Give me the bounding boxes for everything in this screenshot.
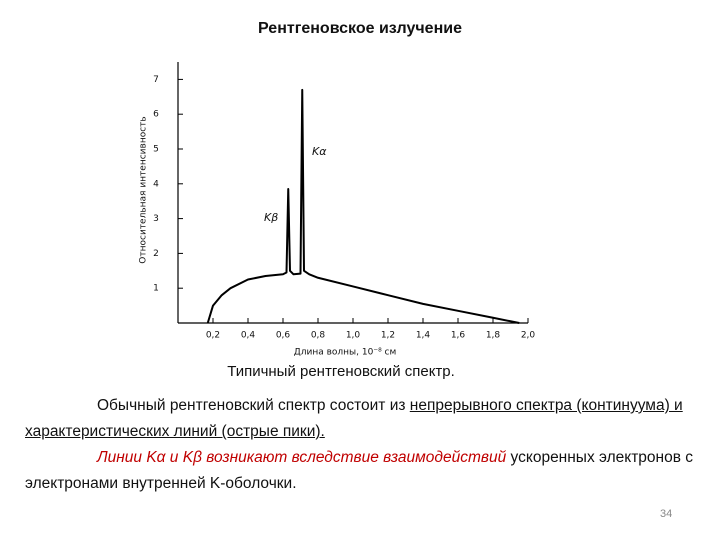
x-tick-label: 0,2 [206, 331, 220, 341]
paragraph: Обычный рентгеновский спектр состоит из … [25, 393, 705, 445]
y-tick-label: 3 [153, 214, 159, 224]
x-tick-label: 1,4 [416, 331, 431, 341]
annotation: Kα [312, 145, 327, 158]
page-number: 34 [660, 508, 673, 520]
y-tick-label: 5 [153, 145, 159, 155]
spectrum-line [206, 88, 520, 324]
y-tick-label: 2 [153, 249, 159, 259]
chart-caption: Типичный рентгеновский спектр. [227, 363, 455, 380]
x-tick-label: 0,6 [276, 331, 291, 341]
x-tick-label: 0,8 [311, 331, 326, 341]
y-tick-label: 4 [153, 179, 159, 189]
x-tick-label: 0,4 [241, 331, 256, 341]
slide-title: Рентгеновское излучение [258, 20, 462, 37]
y-tick-label: 6 [153, 110, 159, 120]
x-tick-label: 2,0 [521, 331, 536, 341]
text: ускоренных электронов с электронами внут… [25, 449, 693, 492]
text-emphasis: Линии Kα и Kβ возникают вследствие взаим… [97, 449, 507, 466]
y-axis-label: Относительная интенсивность [139, 116, 149, 263]
x-tick-label: 1,0 [346, 331, 361, 341]
annotation: Kβ [264, 211, 278, 224]
x-axis-label: Длина волны, 10⁻⁸ см [294, 348, 397, 358]
x-tick-label: 1,8 [486, 331, 501, 341]
text: Обычный рентгеновский спектр состоит из [97, 397, 410, 414]
body-text: Обычный рентгеновский спектр состоит из … [25, 393, 705, 497]
x-tick-label: 1,6 [451, 331, 466, 341]
x-tick-label: 1,2 [381, 331, 395, 341]
chart: 1 2 3 4 5 6 7 0,2 0,4 0,6 0,8 1,0 1,2 1,4 1,6 1,8 2,0 Дли… [139, 62, 536, 358]
y-tick-label: 7 [153, 75, 159, 85]
text-underlined: непрерывного спектра (континуума) и хара… [25, 397, 683, 440]
y-tick-label: 1 [153, 284, 159, 294]
paragraph: Линии Kα и Kβ возникают вследствие взаим… [25, 445, 705, 497]
